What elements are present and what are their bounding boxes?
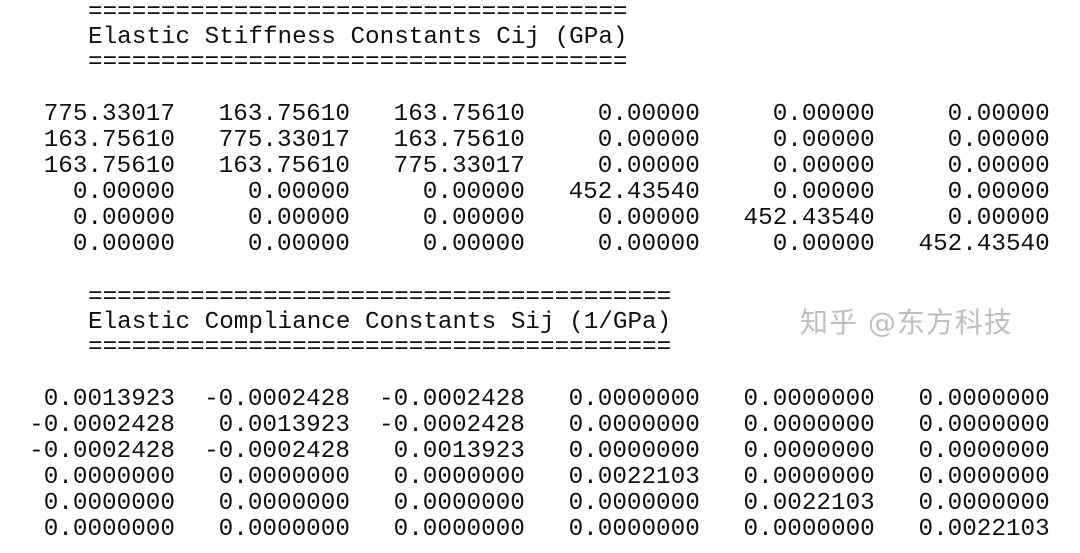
- matrix-cell: 0.00000: [772, 127, 875, 154]
- matrix-cell: 163.75610: [218, 153, 350, 180]
- matrix-cell: 0.00000: [947, 127, 1050, 154]
- matrix-cell: 0.0013923: [218, 412, 350, 439]
- matrix-cell: 0.0022103: [918, 516, 1050, 543]
- matrix-cell: 0.0000000: [568, 412, 700, 439]
- matrix-cell: 0.0000000: [218, 516, 350, 543]
- matrix-cell: -0.0002428: [379, 412, 525, 439]
- compliance-title: Elastic Compliance Constants Sij (1/GPa): [88, 309, 672, 336]
- matrix-cell: 0.0000000: [218, 464, 350, 491]
- matrix-cell: 0.00000: [247, 179, 350, 206]
- matrix-cell: -0.0002428: [204, 438, 350, 465]
- matrix-cell: 0.00000: [422, 179, 525, 206]
- matrix-cell: 0.0000000: [568, 490, 700, 517]
- matrix-cell: 163.75610: [393, 101, 525, 128]
- matrix-cell: 0.0000000: [393, 464, 525, 491]
- matrix-cell: 0.0013923: [43, 386, 175, 413]
- matrix-row: 0.0013923 -0.0002428 -0.0002428 0.0000000 0.…: [0, 387, 1050, 413]
- matrix-row: -0.0002428 0.0013923 -0.0002428 0.0000000 0.…: [0, 413, 1050, 439]
- matrix-cell: 0.00000: [947, 101, 1050, 128]
- matrix-cell: 0.0000000: [43, 516, 175, 543]
- matrix-cell: 0.0000000: [568, 386, 700, 413]
- matrix-cell: 0.0022103: [743, 490, 875, 517]
- matrix-row: -0.0002428 -0.0002428 0.0013923 0.0000000 0.…: [0, 439, 1050, 465]
- matrix-cell: 0.00000: [772, 231, 875, 258]
- matrix-cell: 0.0000000: [43, 464, 175, 491]
- matrix-cell: 163.75610: [43, 127, 175, 154]
- matrix-cell: 0.00000: [72, 205, 175, 232]
- matrix-cell: 0.0000000: [218, 490, 350, 517]
- matrix-row: 0.00000 0.00000 0.00000 0.00000 0.00000 452.4…: [0, 232, 1050, 258]
- matrix-cell: 0.0000000: [918, 464, 1050, 491]
- matrix-cell: 0.00000: [72, 231, 175, 258]
- matrix-row: 0.0000000 0.0000000 0.0000000 0.0022103 0.00…: [0, 465, 1050, 491]
- matrix-cell: 0.0013923: [393, 438, 525, 465]
- matrix-cell: 0.00000: [597, 153, 700, 180]
- matrix-cell: 0.0000000: [743, 464, 875, 491]
- matrix-cell: -0.0002428: [379, 386, 525, 413]
- matrix-cell: 0.00000: [247, 231, 350, 258]
- matrix-row: 0.0000000 0.0000000 0.0000000 0.0000000 0.00…: [0, 491, 1050, 517]
- matrix-cell: -0.0002428: [204, 386, 350, 413]
- matrix-cell: 452.43540: [918, 231, 1050, 258]
- matrix-cell: 0.00000: [772, 179, 875, 206]
- matrix-cell: 775.33017: [43, 101, 175, 128]
- matrix-cell: 0.00000: [772, 153, 875, 180]
- matrix-cell: 0.00000: [947, 205, 1050, 232]
- matrix-cell: 0.00000: [597, 127, 700, 154]
- matrix-cell: -0.0002428: [29, 438, 175, 465]
- matrix-cell: 775.33017: [393, 153, 525, 180]
- matrix-cell: 0.0000000: [43, 490, 175, 517]
- matrix-cell: 452.43540: [568, 179, 700, 206]
- matrix-row: 775.33017 163.75610 163.75610 0.00000 0.0000…: [0, 102, 1050, 128]
- watermark: 知乎 @东方科技: [800, 306, 1013, 339]
- matrix-cell: 452.43540: [743, 205, 875, 232]
- matrix-cell: 0.00000: [422, 205, 525, 232]
- matrix-cell: 0.0000000: [568, 438, 700, 465]
- matrix-cell: -0.0002428: [29, 412, 175, 439]
- stiffness-title: Elastic Stiffness Constants Cij (GPa): [88, 24, 628, 51]
- matrix-cell: 163.75610: [218, 101, 350, 128]
- compliance-rule-top: ========================================: [88, 284, 672, 311]
- stiffness-rule-bottom: =====================================: [88, 49, 628, 76]
- matrix-cell: 0.00000: [947, 179, 1050, 206]
- matrix-cell: 775.33017: [218, 127, 350, 154]
- matrix-cell: 0.0000000: [918, 438, 1050, 465]
- matrix-cell: 0.0000000: [918, 490, 1050, 517]
- matrix-cell: 0.00000: [72, 179, 175, 206]
- matrix-row: 163.75610 775.33017 163.75610 0.00000 0.0000…: [0, 128, 1050, 154]
- matrix-cell: 0.0000000: [393, 516, 525, 543]
- matrix-cell: 0.0000000: [743, 386, 875, 413]
- matrix-cell: 0.0000000: [568, 516, 700, 543]
- matrix-row: 163.75610 163.75610 775.33017 0.00000 0.0000…: [0, 154, 1050, 180]
- matrix-cell: 0.00000: [597, 231, 700, 258]
- matrix-row: 0.00000 0.00000 0.00000 452.43540 0.00000 0.0…: [0, 180, 1050, 206]
- matrix-cell: 0.0000000: [743, 438, 875, 465]
- matrix-cell: 0.00000: [247, 205, 350, 232]
- stiffness-rule-top: =====================================: [88, 0, 628, 26]
- matrix-cell: 163.75610: [43, 153, 175, 180]
- matrix-cell: 0.00000: [422, 231, 525, 258]
- matrix-cell: 0.00000: [597, 205, 700, 232]
- compliance-rule-bottom: ========================================: [88, 334, 672, 361]
- matrix-cell: 0.0000000: [743, 516, 875, 543]
- matrix-cell: 0.0000000: [393, 490, 525, 517]
- matrix-cell: 0.00000: [772, 101, 875, 128]
- matrix-row: 0.0000000 0.0000000 0.0000000 0.0000000 0.00…: [0, 517, 1050, 543]
- matrix-cell: 0.0000000: [918, 386, 1050, 413]
- matrix-cell: 0.0000000: [743, 412, 875, 439]
- matrix-cell: 0.0022103: [568, 464, 700, 491]
- matrix-row: 0.00000 0.00000 0.00000 0.00000 452.43540 0.0…: [0, 206, 1050, 232]
- matrix-cell: 0.0000000: [918, 412, 1050, 439]
- matrix-cell: 163.75610: [393, 127, 525, 154]
- matrix-cell: 0.00000: [947, 153, 1050, 180]
- matrix-cell: 0.00000: [597, 101, 700, 128]
